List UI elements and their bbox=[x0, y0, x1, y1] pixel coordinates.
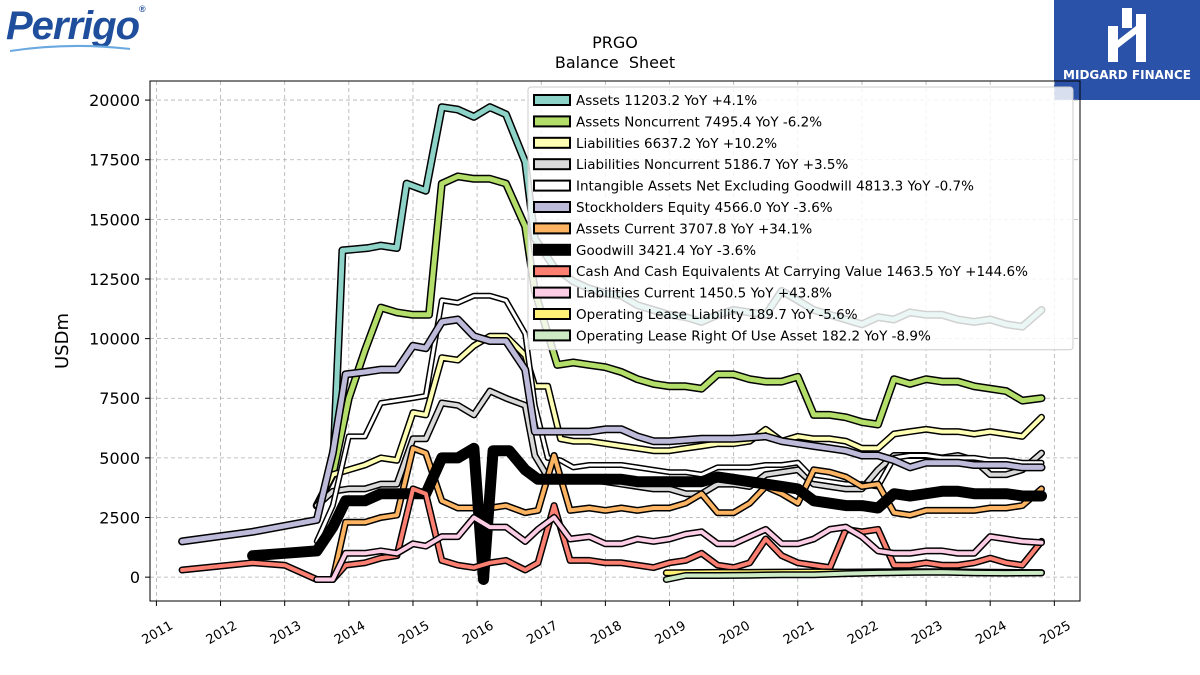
legend-swatch bbox=[533, 308, 571, 320]
y-tick-label: 20000 bbox=[89, 91, 140, 110]
y-tick-label: 2500 bbox=[99, 509, 140, 528]
midgard-finance-label: MIDGARD FINANCE bbox=[1063, 68, 1191, 82]
x-tick-label: 2016 bbox=[460, 618, 496, 648]
legend-swatch bbox=[533, 94, 571, 106]
x-tick-label: 2019 bbox=[653, 618, 689, 648]
x-tick-label: 2011 bbox=[140, 618, 176, 648]
y-tick-label: 15000 bbox=[89, 210, 140, 229]
legend-label: Assets 11203.2 YoY +4.1% bbox=[576, 93, 757, 109]
legend-swatch bbox=[533, 115, 571, 128]
x-tick-label: 2015 bbox=[396, 618, 432, 648]
legend-label: Assets Current 3707.8 YoY +34.1% bbox=[576, 221, 812, 237]
legend-label: Goodwill 3421.4 YoY -3.6% bbox=[576, 243, 756, 259]
x-tick-label: 2020 bbox=[717, 618, 753, 648]
legend-label: Liabilities 6637.2 YoY +10.2% bbox=[576, 136, 777, 152]
legend-swatch bbox=[533, 243, 571, 256]
legend-swatch bbox=[533, 222, 571, 235]
x-tick-label: 2018 bbox=[589, 618, 625, 648]
legend-swatch bbox=[533, 286, 571, 299]
legend-label: Liabilities Noncurrent 5186.7 YoY +3.5% bbox=[576, 157, 849, 173]
series-line bbox=[314, 173, 1044, 509]
x-tick-label: 2017 bbox=[524, 618, 560, 648]
legend-swatch bbox=[533, 158, 571, 171]
legend-swatch bbox=[533, 201, 571, 213]
y-tick-label: 17500 bbox=[89, 151, 140, 170]
x-tick-label: 2012 bbox=[204, 618, 240, 648]
legend-label: Assets Noncurrent 7495.4 YoY -6.2% bbox=[576, 114, 822, 130]
x-tick-label: 2023 bbox=[909, 618, 945, 648]
x-tick-label: 2013 bbox=[268, 618, 304, 648]
legend-label: Intangible Assets Net Excluding Goodwill… bbox=[576, 179, 974, 195]
legend: Assets 11203.2 YoY +4.1% Assets Noncurren… bbox=[527, 86, 1074, 351]
series-line bbox=[664, 570, 1044, 582]
series-line bbox=[314, 334, 1044, 508]
legend-swatch bbox=[533, 265, 571, 278]
legend-box bbox=[527, 86, 1074, 351]
series-layer bbox=[178, 103, 1047, 585]
x-tick-label: 2025 bbox=[1038, 618, 1074, 648]
legend-label: Cash And Cash Equivalents At Carrying Va… bbox=[576, 264, 1028, 280]
perrigo-logo: Perrigo® bbox=[6, 4, 146, 49]
chart-subtitle: Balance Sheet bbox=[555, 53, 675, 72]
perrigo-logo-text: Perrigo bbox=[6, 4, 140, 48]
legend-swatch bbox=[533, 136, 571, 149]
perrigo-swoosh-icon bbox=[10, 44, 130, 52]
x-tick-label: 2022 bbox=[845, 618, 881, 648]
registered-mark: ® bbox=[139, 4, 146, 14]
midgard-emblem-icon bbox=[1108, 8, 1146, 62]
y-axis-label: USDm bbox=[52, 313, 73, 369]
x-tick-label: 2024 bbox=[973, 618, 1009, 648]
y-tick-label: 0 bbox=[130, 568, 140, 587]
chart-title: PRGO bbox=[592, 33, 638, 52]
plot-frame bbox=[149, 80, 1081, 602]
series-line bbox=[314, 515, 1044, 582]
y-tick-label: 5000 bbox=[99, 449, 140, 468]
legend-label: Operating Lease Liability 189.7 YoY -5.6… bbox=[576, 307, 858, 323]
legend-label: Operating Lease Right Of Use Asset 182.2… bbox=[576, 328, 931, 344]
legend-label: Stockholders Equity 4566.0 YoY -3.6% bbox=[576, 200, 833, 216]
x-tick-label: 2021 bbox=[781, 618, 817, 648]
x-tick-label: 2014 bbox=[332, 618, 368, 648]
series-line bbox=[179, 317, 1044, 544]
legend-swatch bbox=[533, 179, 571, 192]
legend-label: Liabilities Current 1450.5 YoY +43.8% bbox=[576, 286, 832, 302]
y-tick-label: 10000 bbox=[89, 330, 140, 349]
legend-swatch bbox=[533, 329, 571, 342]
y-tick-label: 7500 bbox=[99, 389, 140, 408]
y-tick-label: 12500 bbox=[89, 270, 140, 289]
midgard-finance-logo: MIDGARD FINANCE bbox=[1054, 0, 1200, 100]
